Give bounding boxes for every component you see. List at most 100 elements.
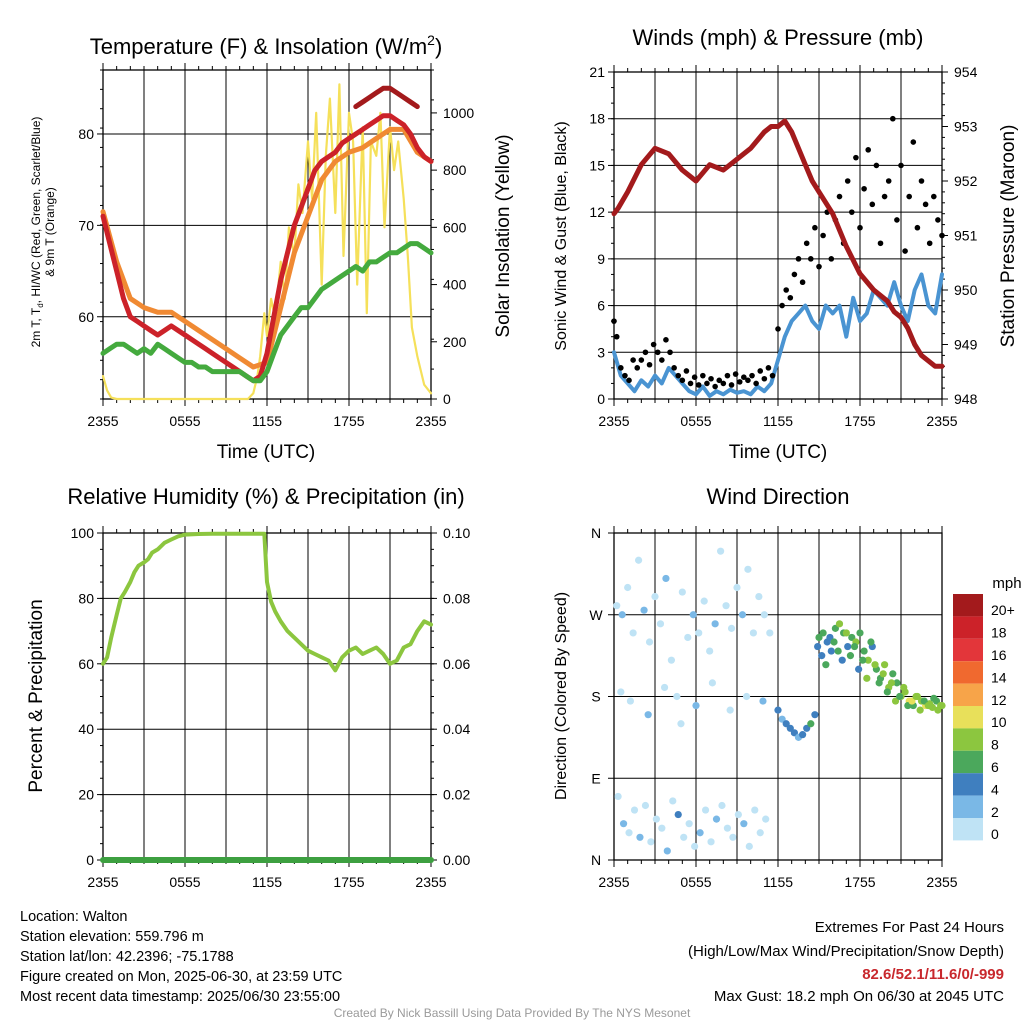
wind-direction-point [684,633,692,642]
winds-panel-gust-point [869,201,876,208]
winds-panel-gust-point [779,302,785,309]
wind-direction-point [818,652,826,660]
temperature-panel-ylabel: 2m T, Td, HI/WC (Red, Green, Scarlet/Blu… [29,117,57,348]
wind-direction-point [680,833,688,841]
winds-panel-gust-point [885,178,892,184]
humidity-panel-y2tick-label: 0.04 [443,721,470,737]
winds-panel-gust-point [691,374,698,381]
wind-direction-point [738,611,747,619]
wind-speed-legend-label: 16 [991,647,1007,663]
winds-panel-gust-point [700,372,706,379]
wind-speed-legend-label: 18 [991,625,1007,641]
wind-direction-point [641,801,650,810]
winds-panel-gust-point [898,162,904,169]
extremes-values: 82.6/52.1/11.6/0/-999 [862,966,1004,983]
winds-panel-gust-point [745,377,751,384]
extremes-subtitle: (High/Low/Max Wind/Precipitation/Snow De… [688,943,1004,960]
credit-line: Created By Nick Bassill Using Data Provi… [333,1006,691,1020]
temperature-panel-ytick-label: 80 [78,126,94,142]
winds-panel-gust-point [613,333,620,340]
winds-panel-gust-point [732,371,739,377]
wind-direction-point [834,647,842,655]
winds-panel-gust-point [749,372,755,379]
wind-speed-legend-swatch [953,773,983,796]
wind-direction-point [630,806,639,814]
wind-speed-legend: 20+ 18 16 14 12 10 8 6 4 2 0 [953,594,1015,842]
wind-direction-point [663,847,671,855]
wind-direction-point [619,820,628,828]
wind-direction-point [889,670,897,678]
winds-panel-gust-point [741,374,747,381]
wind-direction-point [807,720,815,728]
winds-panel-gust-point [611,318,617,324]
wind-direction-panel-xtick-label: 1755 [844,874,875,890]
wind-direction-point [636,833,644,841]
winds-panel-gust-point [926,240,933,247]
wind-direction-point [838,656,846,664]
winds-panel-gust-point [712,383,718,390]
wind-direction-point [856,629,864,637]
wind-direction-point [881,661,889,669]
wind-direction-point [674,810,682,819]
winds-panel-gust-point [890,115,896,122]
winds-panel-xtick-label: 2355 [926,413,957,429]
wind-direction-point [678,588,686,596]
wind-direction-panel: Wind Direction Direction (Colored By Spe… [553,484,1022,890]
wind-speed-legend-label: 4 [991,781,999,797]
winds-panel-gust-point [695,382,702,388]
humidity-panel-y2tick-label: 0.06 [443,656,470,672]
temperature-panel-y2tick-label: 0 [443,391,451,407]
winds-panel-gust-point [820,232,826,239]
wind-direction-panel-ylabel: Direction (Colored By Speed) [553,592,570,800]
wind-speed-legend-swatch [953,818,983,841]
wind-direction-point [711,620,719,628]
wind-direction-point [762,815,770,823]
winds-panel-gust-point [812,224,818,231]
wind-direction-point [875,679,883,687]
winds-panel-gust-point [844,178,851,184]
winds-panel-y2tick-label: 949 [954,337,978,353]
winds-panel-gust-point [618,365,624,371]
wind-speed-legend-title: mph [992,575,1021,592]
winds-panel-gust-point [877,240,884,247]
wind-direction-point [814,642,822,651]
wind-direction-point [629,629,637,637]
wind-direction-point [652,815,660,823]
winds-panel-gust-point [808,256,814,262]
wind-direction-point [677,720,685,728]
winds-panel-xtick-label: 1755 [844,413,875,429]
wind-direction-point [733,583,741,592]
winds-panel-gust-point [622,372,628,379]
wind-direction-point [799,731,807,739]
winds-panel-title: Winds (mph) & Pressure (mb) [633,25,924,50]
winds-panel-gust-point [783,287,789,293]
winds-panel-gust-point [736,379,743,385]
wind-direction-point [846,652,855,660]
wind-direction-point [842,629,850,637]
winds-panel-gust-point [910,139,917,145]
wind-direction-point [706,647,714,655]
wind-direction-point [822,661,830,669]
winds-panel: Winds (mph) & Pressure (mb) Time (UTC) S… [553,25,1019,463]
winds-panel-gust-point [873,162,880,169]
wind-direction-point [900,683,908,692]
wind-direction-point [811,711,819,719]
wind-direction-point [860,647,868,655]
info-latlon: Station lat/lon: 42.2396; -75.1788 [20,949,234,965]
temperature-panel-xtick-label: 1755 [333,413,364,429]
temperature-panel-temp9m-line [100,126,434,370]
winds-panel-gust-point [646,361,653,368]
winds-panel-gust-point [630,357,636,363]
wind-speed-legend-label: 0 [991,826,999,842]
winds-panel-gust-point [931,193,937,200]
info-location: Location: Walton [20,909,128,925]
wind-direction-point [692,701,700,710]
wind-direction-point [613,602,621,610]
temperature-panel-dew-line [100,241,434,384]
winds-panel-gust-point [650,341,657,348]
winds-panel-gust-point [716,377,723,384]
wind-direction-point [760,611,768,619]
wind-direction-point [700,597,708,605]
wind-speed-legend-swatch [953,638,983,662]
